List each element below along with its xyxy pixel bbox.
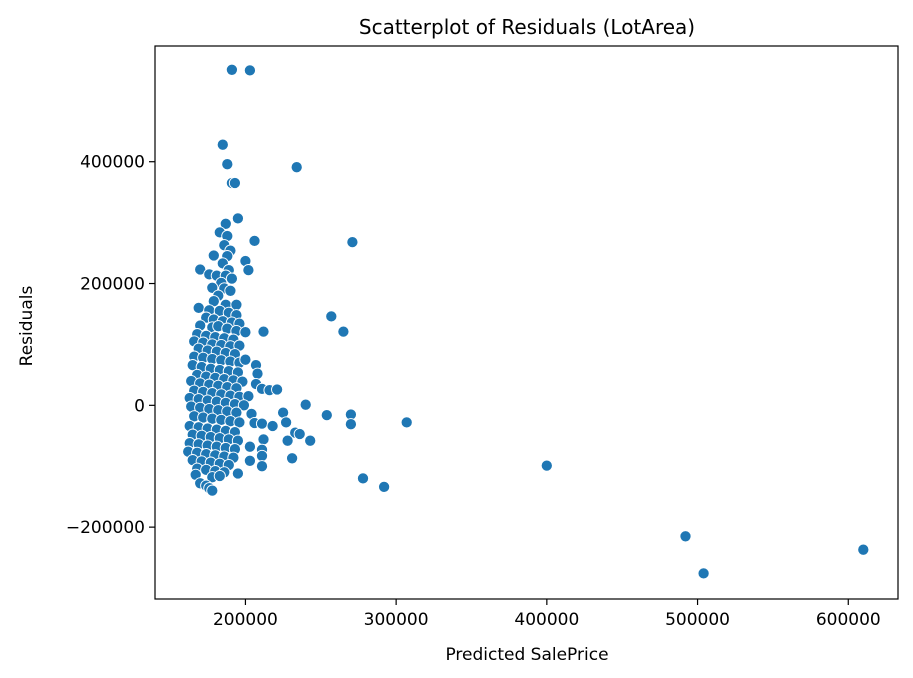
y-tick-label: 200000 <box>80 275 145 295</box>
data-point <box>233 416 246 429</box>
x-tick-label: 600000 <box>816 610 881 630</box>
data-point <box>255 417 269 430</box>
data-point <box>225 272 238 285</box>
data-point <box>231 212 244 225</box>
data-point <box>255 460 269 473</box>
data-point <box>378 480 391 493</box>
data-point <box>224 284 237 297</box>
x-tick-label: 300000 <box>364 610 429 630</box>
y-tick-label: 0 <box>134 396 145 416</box>
data-point <box>243 454 256 467</box>
x-axis-ticks: 200000 300000 400000 500000 600000 <box>213 599 881 630</box>
data-point <box>213 469 226 483</box>
data-point <box>344 418 357 431</box>
data-point <box>257 433 270 446</box>
data-point <box>299 398 312 411</box>
data-point <box>225 63 238 76</box>
data-point <box>346 236 359 249</box>
data-point <box>243 64 256 77</box>
y-tick-label: 400000 <box>80 153 145 173</box>
data-point <box>216 138 229 151</box>
x-tick-label: 200000 <box>213 610 278 630</box>
data-point <box>242 264 255 277</box>
y-axis-label: Residuals <box>17 286 37 367</box>
plot-frame <box>154 45 899 600</box>
data-point <box>239 353 252 366</box>
data-point <box>281 434 294 447</box>
data-point <box>304 434 317 447</box>
data-point <box>337 325 350 338</box>
data-point <box>221 158 234 171</box>
data-point <box>207 249 220 262</box>
data-point <box>400 416 413 429</box>
data-point <box>192 301 205 314</box>
data-point <box>320 409 333 422</box>
y-axis-ticks: −200000 0 200000 400000 <box>66 153 155 538</box>
data-point <box>356 472 370 485</box>
data-point <box>286 452 299 465</box>
data-point <box>697 567 710 580</box>
data-point <box>228 176 241 190</box>
data-point <box>206 484 219 497</box>
data-point <box>251 367 264 380</box>
data-point <box>857 543 870 556</box>
x-axis-label: Predicted SalePrice <box>445 645 608 665</box>
data-point <box>325 310 338 323</box>
data-point <box>290 161 303 174</box>
data-point <box>293 427 306 441</box>
data-point <box>237 399 250 412</box>
data-point <box>540 459 553 472</box>
data-point <box>271 383 284 396</box>
data-point <box>231 467 244 480</box>
data-point <box>257 325 270 338</box>
y-tick-label: −200000 <box>66 518 145 538</box>
data-point <box>243 440 256 453</box>
x-tick-label: 500000 <box>665 610 730 630</box>
data-point <box>280 416 293 429</box>
data-point <box>266 419 279 433</box>
chart-title: Scatterplot of Residuals (LotArea) <box>359 15 695 39</box>
data-point <box>255 449 269 462</box>
x-tick-label: 400000 <box>514 610 579 630</box>
data-point <box>219 217 232 230</box>
scatter-points <box>182 63 870 580</box>
data-point <box>248 234 261 247</box>
data-point <box>239 326 252 339</box>
data-point <box>679 530 692 543</box>
